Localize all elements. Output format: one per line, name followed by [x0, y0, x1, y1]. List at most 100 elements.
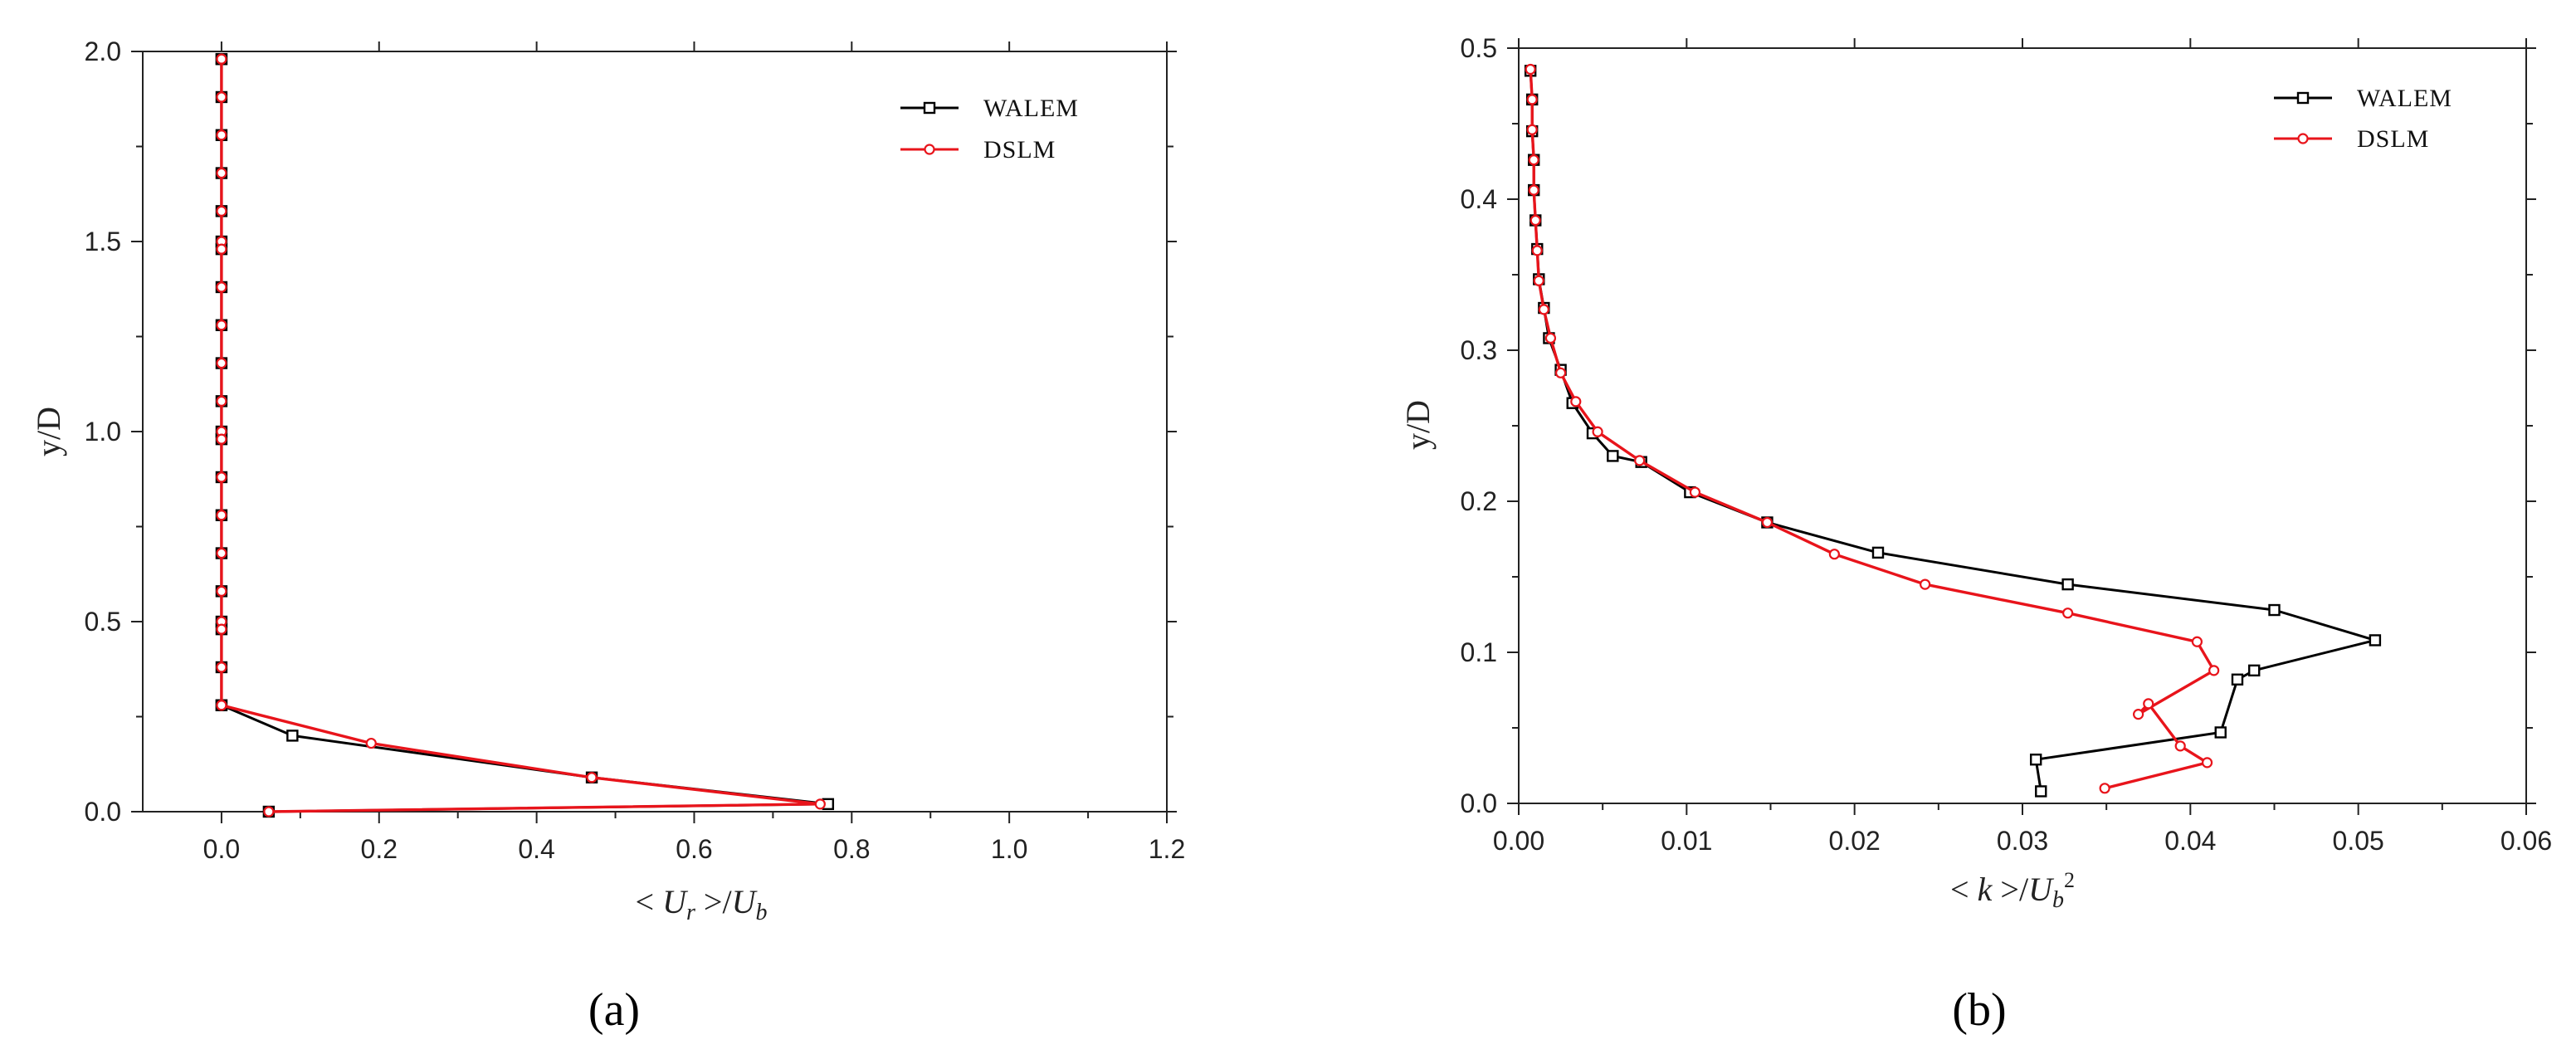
data-point-dslm: [263, 806, 275, 817]
data-point-dslm: [1528, 184, 1539, 196]
y-tick-label: 1.5: [85, 227, 121, 256]
x-axis-label: < k >/Ub2: [1950, 868, 2075, 913]
x-tick-label: 0.06: [2500, 826, 2552, 856]
data-point-dslm: [586, 772, 598, 783]
x-tick-label: 0.0: [203, 834, 240, 864]
data-point-dslm: [216, 129, 227, 141]
x-tick-label: 0.4: [518, 834, 554, 864]
legend-marker-dslm: [924, 144, 935, 155]
data-point-walem: [286, 730, 299, 742]
y-axis-label: y/D: [1399, 400, 1437, 450]
y-tick-label: 0.5: [85, 607, 121, 637]
legend-label-walem: WALEM: [2357, 85, 2452, 112]
data-point-dslm: [216, 585, 227, 597]
data-point-dslm: [216, 357, 227, 369]
x-tick-label: 0.02: [1829, 826, 1881, 856]
data-point-walem: [2214, 726, 2227, 739]
panel-label: (a): [588, 984, 640, 1036]
y-tick-label: 0.1: [1461, 637, 1497, 667]
data-point-dslm: [216, 700, 227, 711]
data-point-walem: [1607, 450, 1619, 462]
plot-frame: [1518, 47, 2527, 804]
axis-label-part: U: [2028, 871, 2055, 908]
y-tick-label: 0.3: [1461, 335, 1497, 365]
x-tick-label: 0.03: [1997, 826, 2048, 856]
chart-panel-a: 0.0 0.2 0.4 0.6 0.8 1.0 1.2 0.0 0.5 1.0 1.5 2.0 < Ur…: [30, 37, 1185, 1036]
axis-label-part: /: [2019, 871, 2029, 908]
x-tick-label: 0.2: [361, 834, 398, 864]
data-point-walem: [2231, 673, 2244, 686]
x-axis-label: < Ur >/Ub: [636, 883, 768, 925]
data-point-dslm: [216, 320, 227, 331]
data-point-dslm: [1526, 124, 1538, 135]
series-line-walem: [1529, 71, 2377, 792]
data-point-dslm: [814, 798, 826, 810]
y-tick-label: 0.4: [1461, 184, 1497, 214]
x-tick-label: 0.6: [676, 834, 712, 864]
y-tick-label: 0.2: [1461, 486, 1497, 516]
data-point-dslm: [1554, 367, 1567, 378]
legend-marker-walem: [923, 101, 936, 115]
data-point-dslm: [216, 623, 227, 635]
data-point-dslm: [1920, 578, 1931, 590]
y-tick-label: 0.5: [1461, 33, 1497, 63]
data-point-dslm: [1533, 275, 1544, 286]
data-point-dslm: [1531, 245, 1543, 256]
y-tick-label: 0.0: [1461, 788, 1497, 818]
data-point-walem: [2061, 578, 2074, 591]
y-tick-label: 1.0: [85, 417, 121, 447]
data-point-dslm: [1570, 396, 1582, 407]
data-point-dslm: [2201, 757, 2213, 769]
axis-label-part: b: [2052, 887, 2064, 913]
legend-label-walem: WALEM: [983, 95, 1079, 122]
legend-label-dslm: DSLM: [2357, 125, 2429, 153]
legend-label-dslm: DSLM: [983, 136, 1056, 163]
data-point-dslm: [1689, 486, 1701, 498]
data-point-dslm: [365, 737, 377, 749]
data-point-dslm: [216, 510, 227, 521]
data-point-dslm: [216, 91, 227, 103]
data-point-dslm: [216, 167, 227, 179]
data-point-dslm: [2208, 665, 2220, 676]
x-tick-label: 0.8: [833, 834, 870, 864]
data-point-walem: [2248, 664, 2261, 677]
legend-marker-dslm: [2297, 133, 2309, 144]
x-tick-label: 1.0: [991, 834, 1027, 864]
y-tick-label: 2.0: [85, 37, 121, 66]
axis-label-part: >: [1992, 871, 2019, 908]
data-point-dslm: [216, 471, 227, 483]
x-tick-label: 0.00: [1493, 826, 1544, 856]
axis-label-part: <: [636, 883, 663, 920]
chart-panel-b: 0.00 0.01 0.02 0.03 0.04 0.05 0.06 0.0 0.1 0.2 0.3…: [1399, 33, 2552, 1036]
data-point-dslm: [216, 281, 227, 293]
data-point-walem: [1871, 546, 1885, 559]
data-point-dslm: [216, 661, 227, 673]
axis-label-part: r: [686, 900, 695, 925]
axis-label-part: U: [732, 883, 759, 920]
axis-label-part: k: [1978, 871, 1993, 908]
data-point-dslm: [2174, 740, 2186, 752]
axis-label-part: 2: [2064, 868, 2075, 892]
data-point-dslm: [216, 433, 227, 445]
axis-label-part: b: [755, 900, 767, 925]
data-point-dslm: [2099, 783, 2110, 794]
data-point-dslm: [2143, 698, 2154, 710]
data-point-dslm: [216, 395, 227, 407]
data-point-walem: [2369, 634, 2382, 647]
data-point-dslm: [1634, 455, 1646, 466]
data-point-dslm: [1828, 549, 1840, 560]
data-point-dslm: [1525, 63, 1536, 76]
axis-label-part: /: [722, 883, 732, 920]
data-point-dslm: [1761, 516, 1773, 529]
data-point-walem: [2029, 754, 2042, 766]
data-point-dslm: [1592, 426, 1603, 437]
data-point-dslm: [2062, 608, 2074, 619]
x-tick-label: 0.05: [2333, 826, 2384, 856]
data-point-dslm: [1530, 214, 1541, 227]
data-point-dslm: [216, 205, 227, 217]
x-tick-label: 0.04: [2164, 826, 2216, 856]
axis-label-part: >: [695, 883, 723, 920]
series-line-dslm: [220, 59, 822, 813]
axis-label-part: U: [662, 883, 689, 920]
